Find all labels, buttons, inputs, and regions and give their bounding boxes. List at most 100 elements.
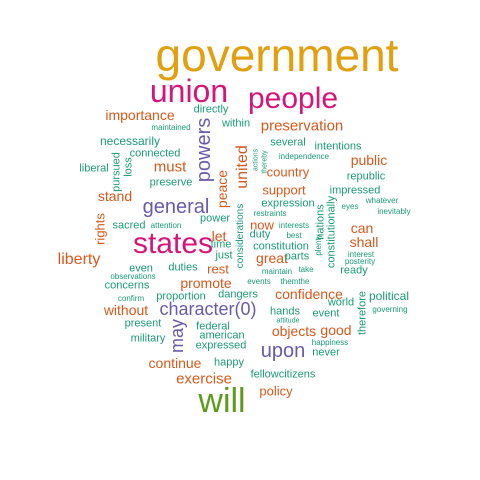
word-posterity: posterity bbox=[344, 257, 376, 266]
word-shall: shall bbox=[349, 234, 379, 250]
word-time: time bbox=[210, 238, 232, 251]
word-without: without bbox=[103, 302, 149, 318]
word-just: just bbox=[215, 249, 233, 262]
word-states: states bbox=[132, 227, 214, 260]
word-federal: federal bbox=[196, 320, 230, 333]
word-independence: independence bbox=[278, 152, 330, 161]
word-stand: stand bbox=[97, 188, 133, 204]
word-never: never bbox=[312, 346, 340, 359]
word-can: can bbox=[350, 220, 374, 236]
word-attention: attention bbox=[150, 221, 182, 230]
word-governing: governing bbox=[372, 305, 408, 314]
word-take: take bbox=[298, 265, 314, 274]
word-event: event bbox=[312, 307, 340, 320]
word-pursued: pursued bbox=[110, 152, 123, 192]
word-within: within bbox=[221, 117, 251, 130]
word-interest: interest bbox=[347, 250, 375, 259]
word-inevitably: inevitably bbox=[377, 207, 411, 216]
word-preserve: preserve bbox=[149, 176, 193, 189]
word-exercise: exercise bbox=[176, 370, 232, 388]
word-parts: parts bbox=[284, 250, 310, 263]
word-continue: continue bbox=[148, 355, 202, 371]
word-happy: happy bbox=[214, 356, 244, 369]
word-will: will bbox=[198, 382, 246, 420]
word-great: great bbox=[256, 250, 288, 266]
word-connected: connected bbox=[129, 147, 181, 160]
word-support: support bbox=[262, 182, 306, 198]
word-several: several bbox=[270, 136, 306, 149]
word-directly: directly bbox=[193, 103, 229, 116]
word-fellowcitizens: fellowcitizens bbox=[250, 368, 316, 381]
word-military: military bbox=[130, 332, 166, 345]
word-constitutionally: constitutionally bbox=[325, 195, 338, 269]
word-restraints: restraints bbox=[253, 209, 287, 218]
word-duties: duties bbox=[168, 261, 198, 274]
word-upon: upon bbox=[260, 340, 306, 362]
word-confidence: confidence bbox=[275, 286, 343, 302]
word-proportion: proportion bbox=[156, 290, 206, 303]
word-now: now bbox=[250, 217, 274, 233]
word-peace: peace bbox=[214, 169, 230, 209]
word-republic: republic bbox=[346, 170, 386, 183]
word-interests: interests bbox=[278, 221, 310, 230]
word-importance: importance bbox=[105, 107, 175, 123]
word-good: good bbox=[320, 322, 352, 338]
word-objects: objects bbox=[271, 323, 317, 339]
word-events: events bbox=[247, 277, 271, 286]
word-promote: promote bbox=[180, 275, 232, 291]
word-themthe: themthe bbox=[280, 277, 310, 286]
word-union: union bbox=[149, 73, 229, 109]
word-best: best bbox=[286, 231, 302, 240]
word-united: united bbox=[234, 145, 251, 189]
word-must: must bbox=[153, 158, 187, 176]
word-confirm: confirm bbox=[117, 294, 145, 303]
word-general: general bbox=[142, 196, 210, 218]
word-american: american bbox=[199, 329, 245, 342]
word-character0: character(0) bbox=[159, 299, 257, 319]
word-whatever: whatever bbox=[365, 196, 399, 205]
word-attitude: attitude bbox=[276, 317, 300, 325]
word-loss: loss bbox=[122, 157, 135, 177]
word-maintained: maintained bbox=[151, 123, 191, 132]
word-impressed: impressed bbox=[329, 184, 381, 197]
word-actions: actions bbox=[252, 148, 260, 172]
word-powers: powers bbox=[193, 117, 215, 183]
word-sacred: sacred bbox=[112, 219, 146, 232]
word-rest: rest bbox=[207, 261, 229, 277]
word-public: public bbox=[350, 152, 388, 168]
word-let: let bbox=[211, 228, 227, 244]
word-maintain: maintain bbox=[261, 267, 293, 276]
word-plenty: plenty bbox=[314, 234, 323, 256]
word-power: power bbox=[200, 212, 230, 225]
word-may: may bbox=[167, 318, 187, 354]
word-considerations: considerations bbox=[235, 203, 246, 269]
word-dangers: dangers bbox=[218, 288, 258, 301]
word-constitution: constitution bbox=[253, 240, 309, 253]
word-hands: hands bbox=[270, 305, 300, 318]
word-even: even bbox=[129, 262, 153, 275]
word-preservation: preservation bbox=[260, 117, 344, 135]
word-policy: policy bbox=[259, 383, 293, 399]
word-expressed: expressed bbox=[195, 339, 247, 352]
word-expression: expression bbox=[261, 197, 315, 210]
word-therefore: therefore bbox=[356, 290, 369, 336]
word-thereby: thereby bbox=[261, 150, 269, 174]
word-eyes: eyes bbox=[341, 202, 359, 211]
word-ready: ready bbox=[340, 264, 368, 277]
word-political: political bbox=[368, 289, 410, 303]
word-liberal: liberal bbox=[79, 162, 109, 175]
word-country: country bbox=[266, 164, 310, 180]
word-duty: duty bbox=[249, 228, 271, 241]
word-present: present bbox=[124, 317, 162, 330]
word-people: people bbox=[247, 82, 339, 115]
word-world: world bbox=[327, 296, 355, 309]
word-happiness: happiness bbox=[311, 338, 349, 347]
word-liberty: liberty bbox=[57, 251, 101, 268]
word-rights: rights bbox=[92, 213, 108, 245]
word-necessarily: necessarily bbox=[99, 134, 161, 148]
word-intentions: intentions bbox=[314, 140, 362, 153]
word-observations: observations bbox=[110, 272, 156, 281]
word-government: government bbox=[155, 29, 399, 81]
word-concerns: concerns bbox=[104, 279, 150, 292]
